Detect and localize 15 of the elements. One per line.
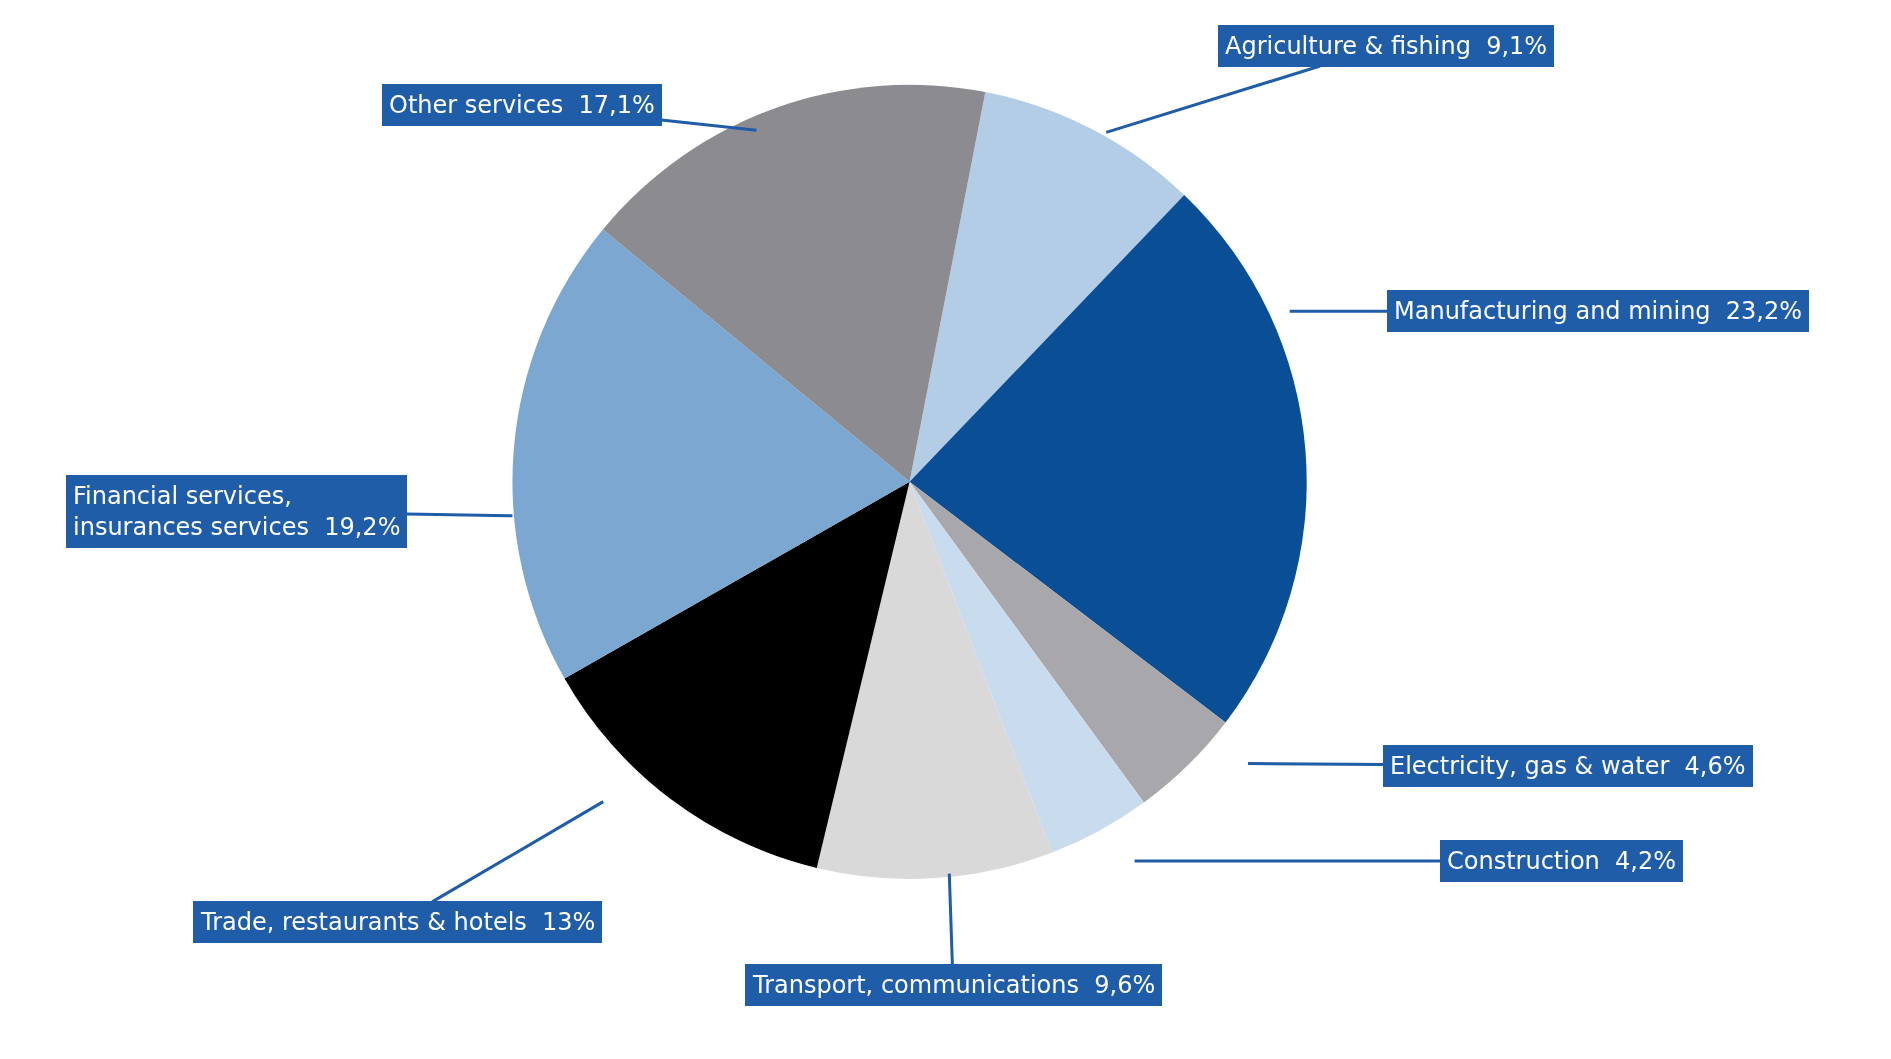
slice-label: Transport, communications 9,6% xyxy=(752,971,1156,999)
pie-slice xyxy=(564,481,910,868)
pie-slice xyxy=(909,481,1226,803)
slice-label: Electricity, gas & water 4,6% xyxy=(1390,752,1746,780)
pie-slice xyxy=(816,481,1053,879)
slice-label: Construction 4,2% xyxy=(1447,847,1677,875)
slice-label: Manufacturing and mining 23,2% xyxy=(1394,297,1803,325)
slice-label: Other services 17,1% xyxy=(389,91,655,119)
slice-label: Financial services, insurances services 19,2% xyxy=(73,482,401,542)
pie-slice xyxy=(909,195,1307,723)
pie-slice xyxy=(512,229,910,679)
slice-label: Agriculture & fishing 9,1% xyxy=(1225,32,1548,60)
pie-slice xyxy=(909,92,1185,482)
slice-label: Trade, restaurants & hotels 13% xyxy=(200,908,596,936)
pie-slice xyxy=(909,481,1144,853)
